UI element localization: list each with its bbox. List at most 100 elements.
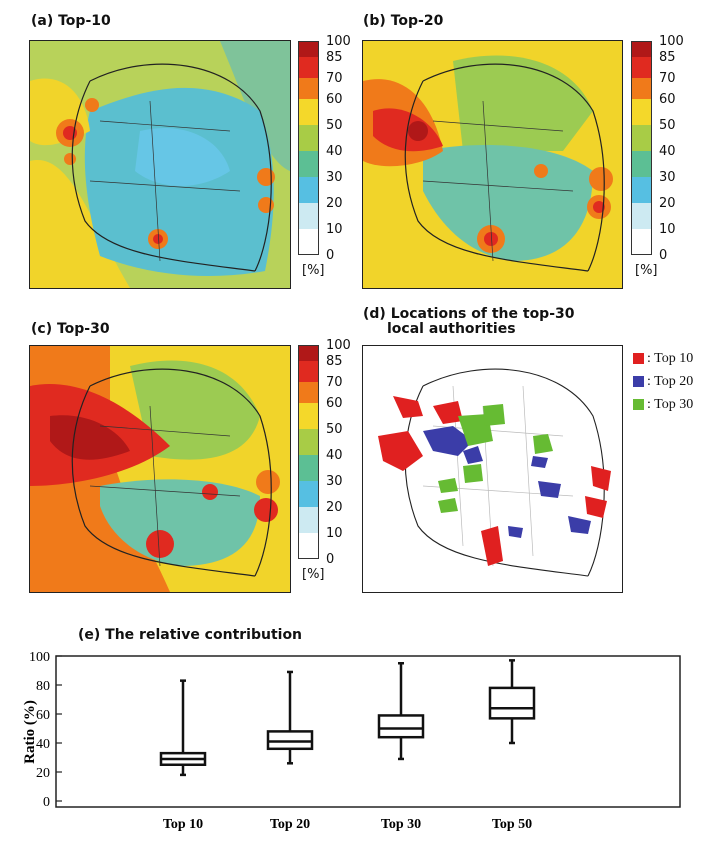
colorbar-tick-label: 100 [659, 34, 684, 49]
colorbar-tick-label: 30 [326, 474, 343, 489]
colorbar-tick-label: 85 [659, 50, 676, 65]
colorbar-tick-label: 0 [326, 248, 335, 263]
legend-swatch [633, 399, 644, 410]
colorbar-tick-label: 60 [326, 396, 343, 411]
colorbar-unit: [%] [302, 263, 325, 278]
map-panel-a [29, 40, 291, 289]
colorbar-tick-label: 0 [326, 552, 335, 567]
y-tick-label: 80 [36, 679, 50, 694]
colorbar-segment [298, 382, 319, 403]
concentration-map-b [363, 41, 622, 288]
colorbar-tick-label: 20 [326, 500, 343, 515]
colorbar-segment [298, 78, 319, 99]
colorbar-segment [298, 57, 319, 78]
legend-label: : Top 20 [647, 373, 694, 389]
plot-frame [55, 655, 681, 808]
y-axis-label: Ratio (%) [22, 700, 38, 764]
panel-a-title: (a) Top-10 [31, 13, 111, 29]
colorbar-tick-label: 50 [659, 118, 676, 133]
colorbar-segment [298, 99, 319, 125]
colorbar-tick-label: 85 [326, 354, 343, 369]
colorbar-tick-label: 100 [326, 34, 351, 49]
box-iqr [266, 730, 314, 751]
legend-item-top20: : Top 20 [633, 370, 693, 393]
box-iqr [488, 686, 536, 720]
colorbar-unit: [%] [302, 567, 325, 582]
colorbar-segment [298, 361, 319, 382]
top30-locations-map [363, 346, 622, 592]
colorbar-segment [631, 78, 652, 99]
colorbar-tick-label: 60 [326, 92, 343, 107]
colorbar-tick-label: 20 [659, 196, 676, 211]
colorbar-tick-label: 60 [659, 92, 676, 107]
colorbar-segment [298, 507, 319, 533]
colorbar-tick-label: 50 [326, 422, 343, 437]
map-panel-d [362, 345, 623, 593]
colorbar-segment [631, 229, 652, 255]
colorbar-segment [298, 429, 319, 455]
colorbar-segment [631, 57, 652, 78]
y-tick-label: 0 [43, 795, 50, 810]
y-tick-label: 100 [29, 650, 50, 665]
x-category-label: Top 30 [381, 817, 421, 832]
colorbar-tick-label: 100 [326, 338, 351, 353]
colorbar-tick-label: 85 [326, 50, 343, 65]
colorbar-tick-label: 70 [326, 375, 343, 390]
top30-legend: : Top 10 : Top 20 : Top 30 [633, 347, 693, 416]
colorbar-segment [298, 229, 319, 255]
panel-d-title-line1: (d) Locations of the top-30 [363, 306, 575, 322]
legend-item-top10: : Top 10 [633, 347, 693, 370]
colorbar-tick-label: 40 [659, 144, 676, 159]
colorbar-tick-label: 30 [659, 170, 676, 185]
panel-c-title: (c) Top-30 [31, 321, 110, 337]
colorbar-tick-label: 70 [326, 71, 343, 86]
box-iqr [377, 714, 425, 739]
colorbar-tick-label: 30 [326, 170, 343, 185]
colorbar-unit: [%] [635, 263, 658, 278]
colorbar-segment [298, 403, 319, 429]
panel-e-title: (e) The relative contribution [78, 627, 303, 643]
colorbar-segment [631, 99, 652, 125]
concentration-map-a [30, 41, 290, 288]
colorbar-segment [298, 125, 319, 151]
colorbar-segment [298, 203, 319, 229]
colorbar-tick-label: 10 [326, 222, 343, 237]
x-category-label: Top 50 [492, 817, 532, 832]
colorbar-tick-label: 20 [326, 196, 343, 211]
concentration-map-c [30, 346, 290, 592]
colorbar-segment [298, 177, 319, 203]
map-panel-c [29, 345, 291, 593]
colorbar-segment [298, 533, 319, 559]
map-panel-b [362, 40, 623, 289]
y-tick-label: 60 [36, 708, 50, 723]
colorbar-segment [631, 203, 652, 229]
colorbar-segment [298, 481, 319, 507]
panel-b-title: (b) Top-20 [363, 13, 444, 29]
legend-swatch [633, 376, 644, 387]
y-tick-label: 40 [36, 737, 50, 752]
legend-item-top30: : Top 30 [633, 393, 693, 416]
colorbar-segment [631, 177, 652, 203]
y-tick-label: 20 [36, 766, 50, 781]
legend-label: : Top 10 [647, 350, 694, 366]
legend-swatch [633, 353, 644, 364]
colorbar-segment [298, 455, 319, 481]
panel-d-title-line2: local authorities [387, 321, 516, 337]
colorbar-segment [631, 125, 652, 151]
colorbar-tick-label: 70 [659, 71, 676, 86]
colorbar-tick-label: 10 [659, 222, 676, 237]
colorbar-segment [298, 41, 319, 57]
colorbar-segment [298, 345, 319, 361]
colorbar-tick-label: 10 [326, 526, 343, 541]
x-category-label: Top 10 [163, 817, 203, 832]
colorbar-tick-label: 40 [326, 448, 343, 463]
colorbar-tick-label: 50 [326, 118, 343, 133]
colorbar-tick-label: 40 [326, 144, 343, 159]
colorbar-segment [631, 41, 652, 57]
legend-label: : Top 30 [647, 396, 694, 412]
colorbar-segment [298, 151, 319, 177]
colorbar-tick-label: 0 [659, 248, 668, 263]
relative-contribution-boxplot: Ratio (%) 0 20 40 60 80 100 Top 10 Top 20 Top 3… [22, 650, 681, 832]
x-category-label: Top 20 [270, 817, 310, 832]
colorbar-segment [631, 151, 652, 177]
